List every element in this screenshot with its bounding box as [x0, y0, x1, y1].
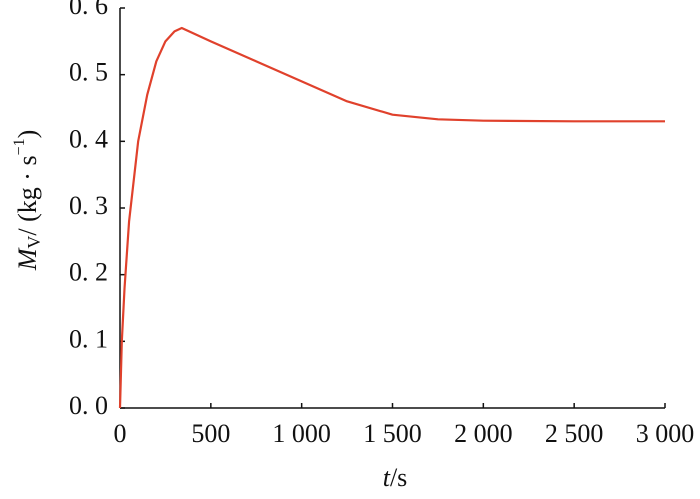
- y-label-unit: / (kg · s: [13, 155, 42, 235]
- y-tick-label: 0. 0: [69, 391, 108, 420]
- y-tick-label: 0. 1: [69, 324, 108, 353]
- y-label-var: M: [13, 247, 42, 271]
- x-tick-label: 2 500: [545, 419, 604, 448]
- y-tick-label: 0. 6: [69, 0, 108, 20]
- y-tick-label: 0. 5: [69, 58, 108, 87]
- y-axis-label: MV/ (kg · s−1): [11, 130, 44, 272]
- x-tick-label: 1 500: [363, 419, 422, 448]
- x-tick-label: 3 000: [636, 419, 695, 448]
- x-tick-label: 0: [114, 419, 127, 448]
- x-tick-label: 500: [191, 419, 230, 448]
- y-tick-label: 0. 4: [69, 124, 108, 153]
- y-label-sup: −1: [11, 138, 28, 155]
- x-tick-label: 2 000: [454, 419, 513, 448]
- x-axis-label: t/s: [383, 463, 408, 492]
- y-tick-label: 0. 2: [69, 258, 108, 287]
- y-tick-label: 0. 3: [69, 191, 108, 220]
- y-label-sub: V: [24, 236, 44, 249]
- y-label-close: ): [13, 130, 42, 139]
- x-tick-label: 1 000: [272, 419, 331, 448]
- x-label-var: t: [383, 463, 391, 492]
- data-line: [118, 26, 665, 409]
- x-label-unit: /s: [390, 463, 407, 492]
